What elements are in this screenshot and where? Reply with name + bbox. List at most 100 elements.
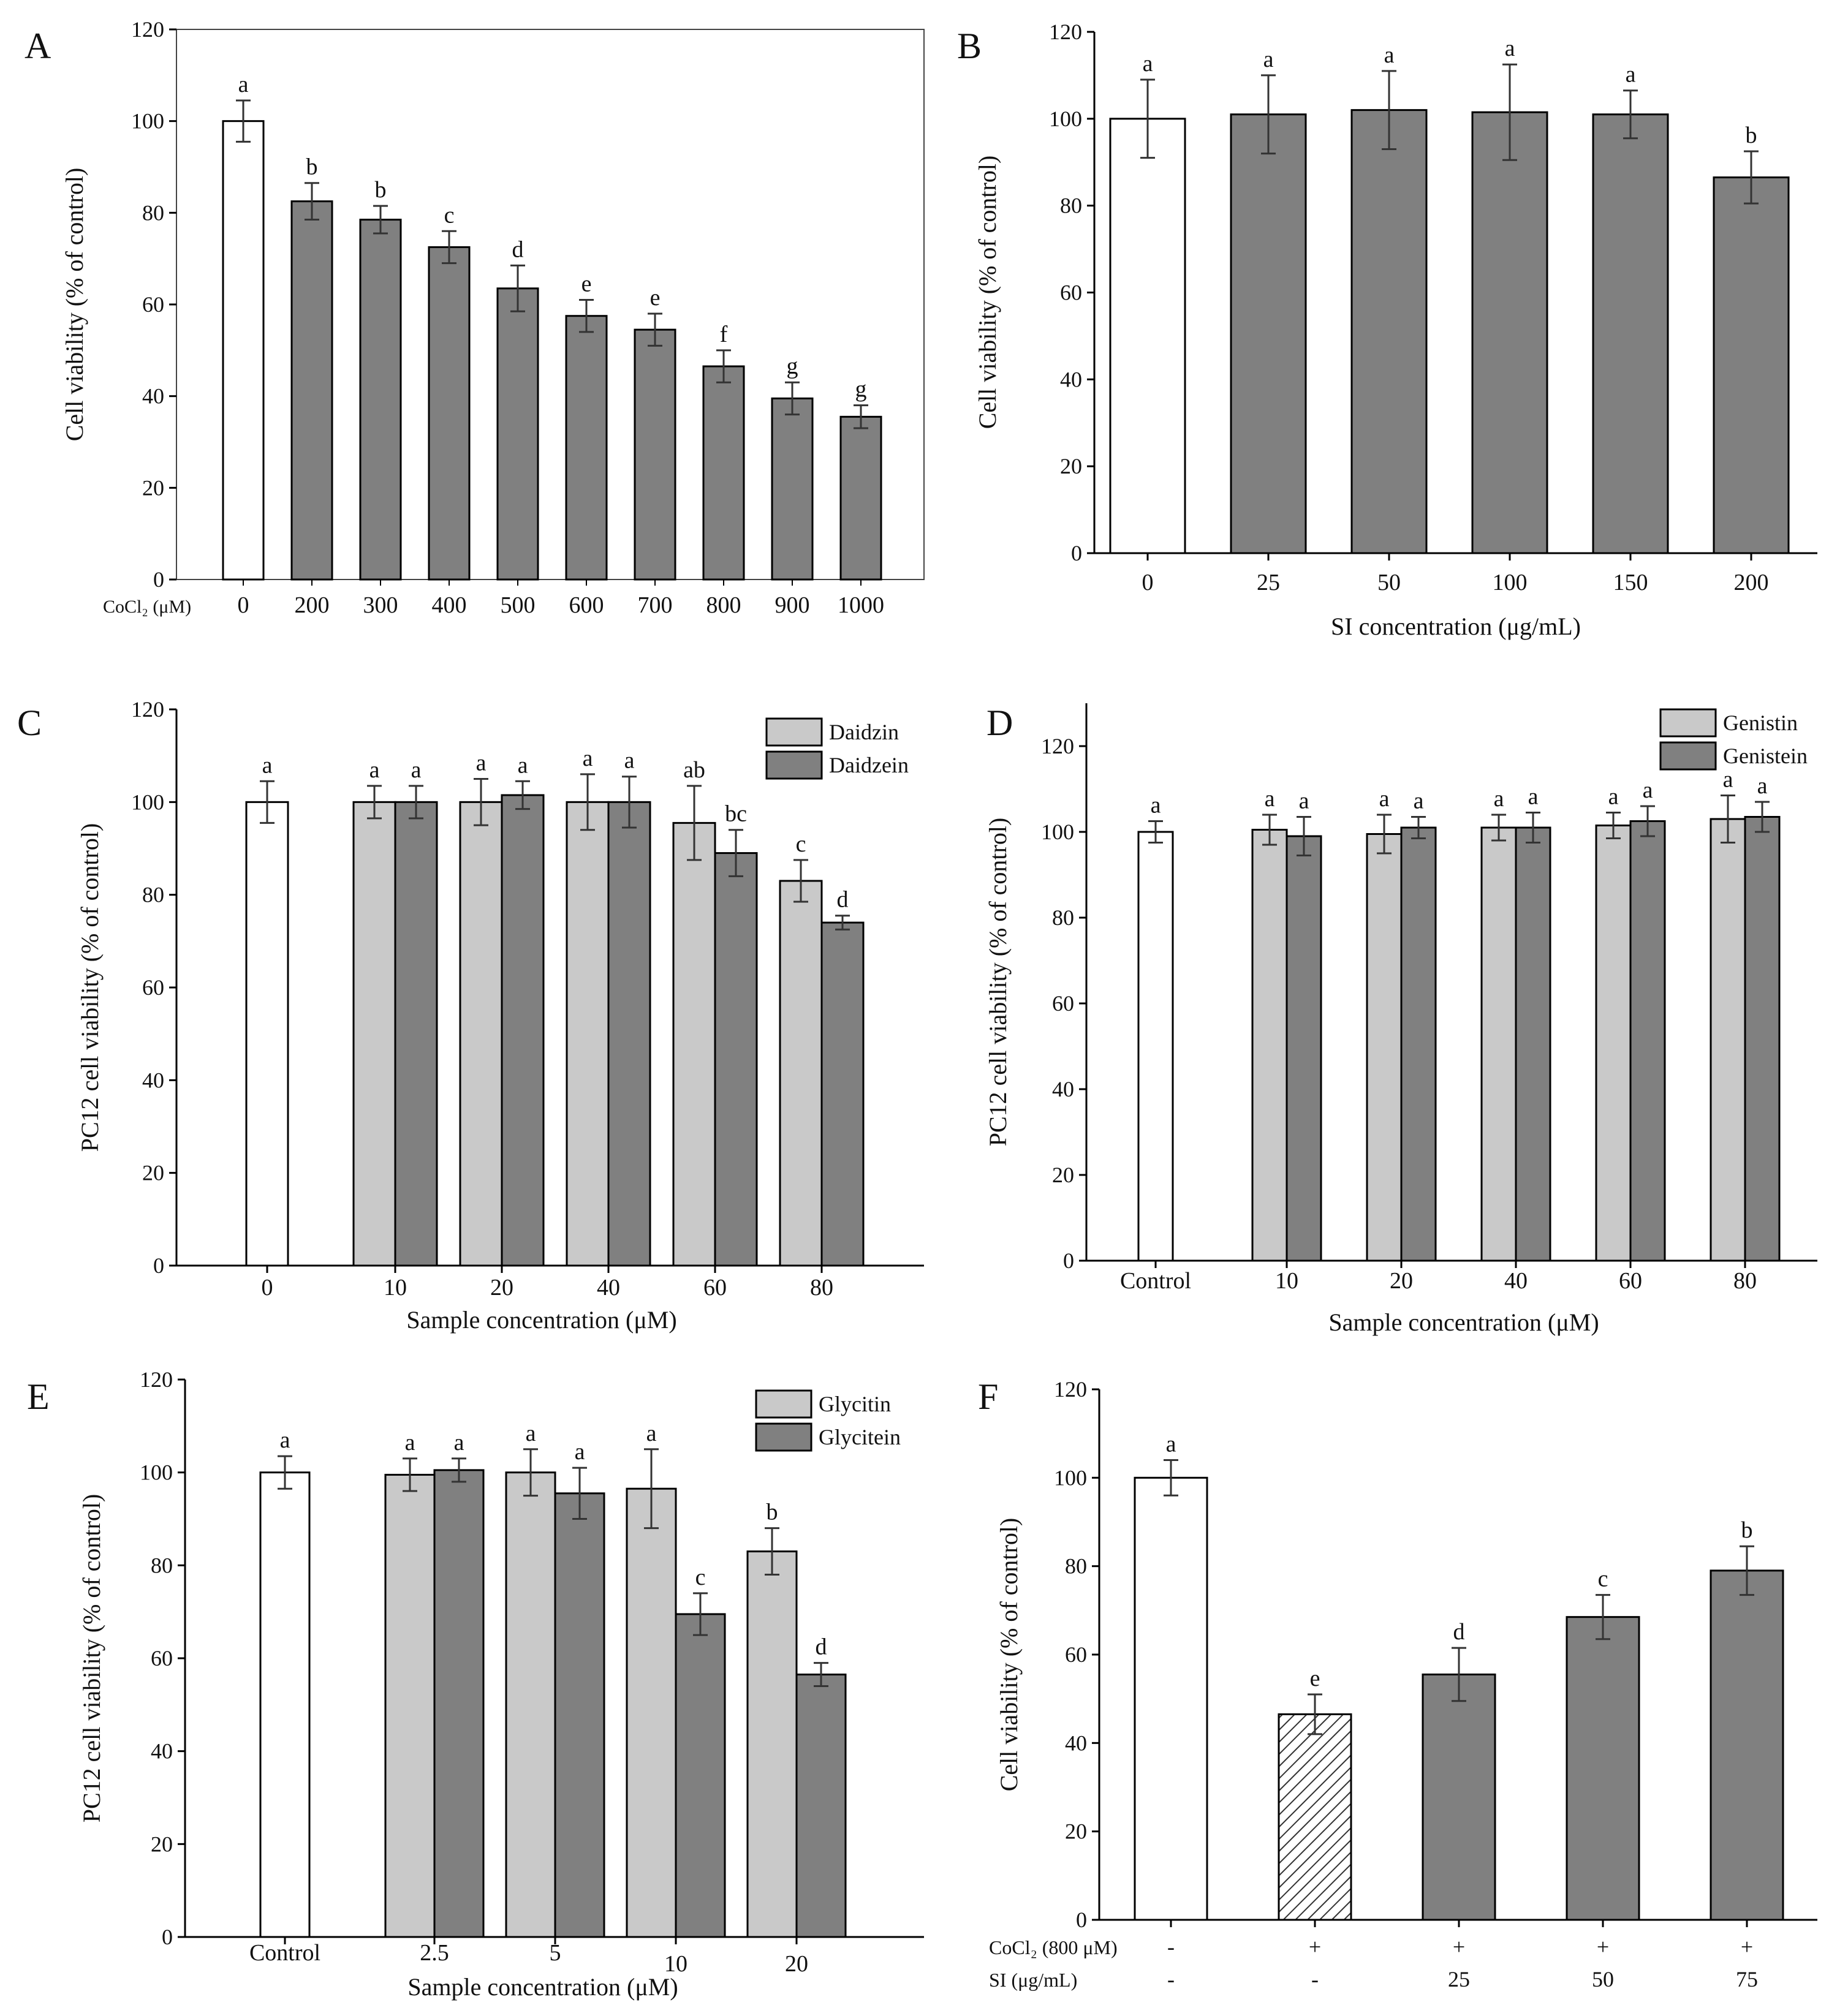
x-tick-label: 40: [1504, 1268, 1528, 1294]
x-tick-label: 150: [1613, 570, 1648, 595]
bar: [222, 120, 265, 581]
y-tick-label: 20: [142, 475, 164, 500]
y-tick-label: 0: [153, 567, 164, 592]
bar: [714, 852, 758, 1267]
significance-letter: e: [1310, 1666, 1320, 1691]
y-tick-label: 0: [1071, 541, 1082, 565]
bar: [459, 801, 503, 1267]
bar: [496, 287, 539, 581]
significance-letter: g: [787, 353, 798, 379]
x-tick-label: 100: [1493, 570, 1528, 595]
panel-e-chart: E 0 20 40 60 80 100 120 PC12 cell viability (% o…: [27, 1367, 924, 2001]
significance-letter: a: [1626, 62, 1636, 88]
x-tick-label: 800: [706, 592, 741, 618]
legend-label: Genistin: [1723, 711, 1798, 735]
significance-letter: ab: [683, 757, 705, 783]
significance-letter: a: [1494, 786, 1504, 812]
significance-letter: a: [1166, 1431, 1176, 1457]
significance-letter: a: [1379, 786, 1390, 812]
y-tick-label: 80: [142, 200, 164, 225]
bar: [259, 1471, 311, 1938]
treatment-row-label: CoCl₂ (800 μM): [989, 1936, 1118, 1958]
y-tick-label: 40: [142, 384, 164, 409]
treatment-value: +: [1309, 1935, 1321, 1959]
bar: [820, 921, 865, 1267]
significance-letter: c: [796, 831, 806, 857]
treatment-value: -: [1167, 1967, 1175, 1991]
bar: [1592, 113, 1669, 554]
bar: [1366, 833, 1403, 1262]
y-tick-label: 60: [1065, 1642, 1087, 1667]
x-tick-label: 700: [638, 592, 673, 618]
y-tick-label: 100: [1054, 1465, 1087, 1490]
y-tick-label: 100: [131, 790, 164, 814]
bar: [1422, 1673, 1496, 1921]
x-tick-label: 400: [432, 592, 467, 618]
significance-letter: a: [1263, 47, 1274, 72]
significance-letter: b: [306, 154, 318, 180]
x-tick-label: 500: [501, 592, 536, 618]
y-axis-label: Cell viability (% of control): [61, 168, 88, 442]
bar: [359, 219, 402, 581]
significance-letter: d: [816, 1634, 827, 1660]
treatment-value: -: [1167, 1935, 1175, 1959]
significance-letter: d: [1453, 1619, 1465, 1645]
bar: [1137, 831, 1174, 1262]
bar: [290, 200, 333, 581]
significance-letter: c: [444, 202, 455, 228]
bar: [771, 397, 814, 581]
panel-b-chart: B 0 20 40 60 80 100 120 Cell viability (% of con…: [957, 20, 1817, 640]
significance-letter: a: [1505, 36, 1515, 61]
significance-letter: b: [1741, 1517, 1753, 1543]
y-tick-label: 120: [131, 17, 164, 42]
bar: [634, 328, 676, 581]
legend-label: Glycitin: [819, 1392, 891, 1416]
significance-letter: e: [650, 285, 661, 311]
significance-letter: f: [720, 322, 728, 347]
significance-letter: a: [405, 1430, 415, 1455]
panel-d-label: D: [986, 703, 1013, 743]
bar: [1629, 820, 1666, 1262]
bar: [384, 1473, 436, 1938]
x-tick-label: 10: [664, 1951, 687, 1977]
significance-letter: a: [1265, 786, 1275, 812]
y-tick-label: 20: [1060, 454, 1082, 478]
x-tick-label: 200: [1734, 570, 1769, 595]
bar: [428, 246, 471, 581]
panel-b-label: B: [957, 26, 982, 66]
panel-a-label: A: [25, 26, 51, 66]
y-tick-label: 40: [1060, 367, 1082, 391]
significance-letter: c: [695, 1565, 706, 1590]
significance-letter: a: [1643, 777, 1653, 803]
panel-f-chart: F 0 20 40 60 80 100 120 Cell viability (% of con…: [978, 1376, 1817, 1991]
treatment-row-label: SI (μg/mL): [989, 1969, 1077, 1991]
y-tick-label: 120: [1041, 734, 1074, 758]
x-tick-label: 50: [1377, 570, 1401, 595]
bar: [702, 365, 745, 581]
x-axis-title: Sample concentration (μM): [407, 1973, 678, 2001]
bar: [1400, 826, 1437, 1262]
bar: [779, 880, 823, 1267]
x-tick-label: 2.5: [420, 1940, 449, 1966]
bar: [1515, 826, 1551, 1262]
x-tick-label: 300: [363, 592, 398, 618]
x-tick-label: Control: [1120, 1268, 1191, 1294]
legend-label: Glycitein: [819, 1425, 901, 1449]
y-tick-label: 80: [1060, 194, 1082, 218]
bar: [607, 801, 651, 1267]
significance-letter: a: [1757, 773, 1768, 799]
x-tick-label: 10: [384, 1275, 407, 1301]
x-tick-label: 25: [1257, 570, 1280, 595]
treatment-value: +: [1741, 1935, 1753, 1959]
significance-letter: d: [837, 887, 849, 913]
bar: [626, 1487, 677, 1938]
y-axis-label: PC12 cell viability (% of control): [78, 1494, 105, 1823]
bar: [1744, 816, 1781, 1262]
bar: [1480, 826, 1517, 1262]
y-tick-label: 100: [131, 109, 164, 134]
y-tick-label: 80: [1065, 1554, 1087, 1579]
significance-letter: a: [1414, 788, 1424, 814]
significance-letter: a: [369, 757, 380, 783]
x-tick-label: 1000: [838, 592, 884, 618]
significance-letter: b: [1746, 123, 1757, 148]
